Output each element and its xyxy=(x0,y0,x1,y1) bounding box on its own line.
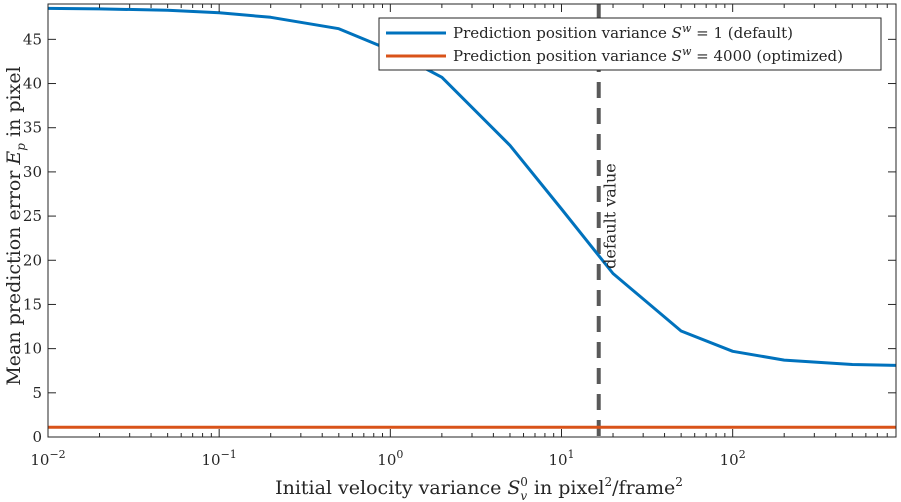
legend: Prediction position variance Sw = 1 (def… xyxy=(378,17,882,71)
y-tick-label: 0 xyxy=(32,428,42,446)
y-axis-label: Mean prediction error Ep in pixel xyxy=(3,66,28,385)
y-tick-label: 10 xyxy=(23,340,42,358)
y-tick-label: 30 xyxy=(23,163,42,181)
x-axis-ticks: 10−2 10−1 100 101 102 xyxy=(30,4,897,469)
y-axis-ticks: 0 5 10 15 20 25 30 35 40 45 xyxy=(23,30,896,446)
y-tick-label: 45 xyxy=(23,30,42,48)
legend-box xyxy=(378,17,882,71)
y-tick-label: 35 xyxy=(23,119,42,137)
y-tick-label: 40 xyxy=(23,75,42,93)
x-tick-label: 101 xyxy=(548,448,574,469)
legend-label-default: Prediction position variance Sw = 1 (def… xyxy=(453,22,793,42)
x-tick-label: 10−1 xyxy=(202,448,237,469)
x-axis-label: Initial velocity variance Sv0 in pixel2/… xyxy=(275,475,683,502)
legend-label-optimized: Prediction position variance Sw = 4000 (… xyxy=(453,45,843,65)
x-tick-label: 10−2 xyxy=(30,448,65,469)
y-tick-label: 5 xyxy=(32,384,42,402)
y-tick-label: 20 xyxy=(23,251,42,269)
series-line-0 xyxy=(47,6,897,367)
x-tick-label: 102 xyxy=(720,448,746,469)
default-value-annotation: default value xyxy=(601,163,620,269)
x-tick-label: 100 xyxy=(377,448,403,469)
y-tick-label: 25 xyxy=(23,207,42,225)
y-tick-label: 15 xyxy=(23,295,42,313)
